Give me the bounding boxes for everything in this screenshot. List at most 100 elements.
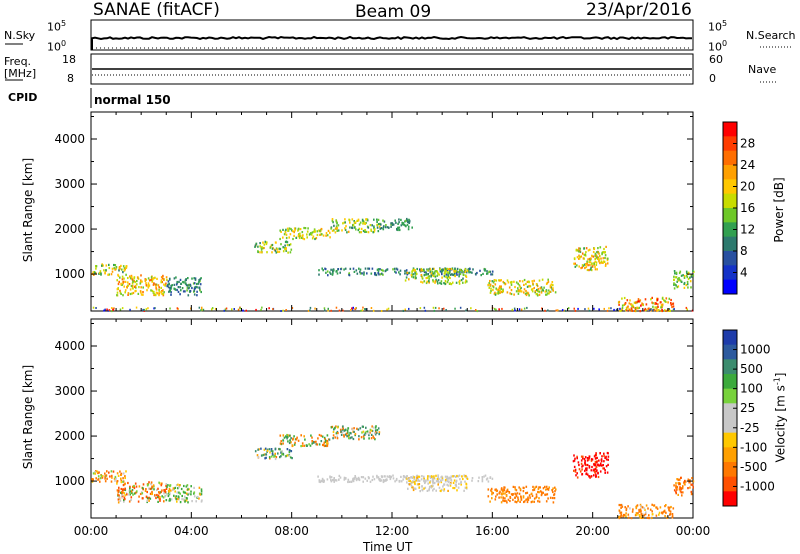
scatter-point [196, 290, 198, 293]
scatter-point [335, 306, 338, 309]
scatter-point [504, 282, 507, 285]
scatter-point [656, 297, 658, 300]
scatter-point [331, 218, 334, 221]
scatter-point [549, 284, 552, 287]
scatter-point [318, 480, 321, 483]
scatter-point [348, 480, 351, 483]
scatter-point [594, 457, 597, 460]
scatter-point [494, 283, 497, 286]
scatter-point [147, 282, 150, 285]
scatter-point [576, 249, 579, 252]
scatter-point [339, 476, 342, 479]
scatter-point [621, 308, 623, 311]
scatter-point [496, 493, 498, 496]
scatter-point [271, 247, 274, 250]
scatter-point [531, 288, 534, 291]
scatter-point [491, 280, 494, 283]
scatter-point [129, 487, 131, 490]
scatter-point [370, 229, 373, 232]
scatter-point [144, 278, 147, 281]
scatter-point [630, 517, 633, 520]
scatter-point [361, 218, 364, 221]
scatter-point [427, 482, 429, 485]
scatter-point [324, 309, 326, 312]
scatter-point [130, 496, 133, 499]
scatter-point [183, 281, 185, 284]
scatter-point [408, 271, 411, 274]
scatter-point [258, 448, 260, 451]
scatter-point [119, 308, 122, 311]
scatter-point [656, 507, 659, 510]
scatter-point [454, 307, 456, 310]
scatter-point [323, 479, 325, 482]
scatter-point [335, 225, 338, 228]
scatter-point [286, 454, 289, 457]
scatter-point [595, 254, 598, 257]
scatter-point [185, 278, 187, 281]
scatter-point [641, 302, 643, 305]
scatter-point [423, 269, 425, 272]
scatter-point [603, 452, 605, 455]
scatter-point [113, 307, 115, 310]
scatter-point [100, 272, 102, 275]
scatter-point [637, 512, 639, 515]
colorbar-segment [723, 432, 737, 448]
scatter-point [370, 433, 373, 436]
scatter-point [466, 280, 468, 283]
scatter-point [539, 286, 542, 290]
scatter-point [486, 270, 488, 273]
scatter-point [676, 286, 679, 289]
scatter-point [282, 228, 284, 231]
scatter-point [600, 460, 603, 463]
scatter-point [367, 231, 370, 234]
scatter-point [658, 513, 660, 516]
scatter-point [311, 436, 313, 439]
scatter-point [395, 479, 398, 482]
scatter-point [385, 479, 387, 482]
scatter-point [261, 306, 263, 309]
scatter-point [377, 272, 379, 275]
scatter-point [281, 453, 283, 456]
scatter-point [594, 464, 597, 467]
scatter-point [282, 236, 284, 239]
scatter-point [382, 479, 385, 482]
scatter-point [405, 477, 408, 480]
scatter-point [576, 476, 579, 479]
scatter-point [198, 486, 201, 489]
scatter-point [224, 308, 227, 311]
scatter-point [456, 270, 458, 273]
scatter-point [575, 474, 577, 477]
scatter-point [413, 481, 416, 484]
scatter-point [630, 303, 633, 306]
scatter-point [323, 441, 326, 444]
scatter-point [599, 470, 602, 473]
scatter-point [341, 431, 344, 434]
scatter-point [637, 307, 639, 310]
scatter-point [382, 219, 384, 222]
scatter-point [576, 264, 578, 267]
scatter-point [268, 448, 271, 451]
colorbar-segment [723, 330, 737, 346]
scatter-point [580, 455, 583, 458]
scatter-point [276, 250, 279, 253]
scatter-point [594, 460, 597, 463]
scatter-point [427, 475, 429, 478]
scatter-point [494, 488, 496, 491]
scatter-point [358, 478, 361, 482]
scatter-point [669, 510, 672, 513]
scatter-point [587, 307, 590, 310]
scatter-point [579, 470, 582, 473]
scatter-point [169, 492, 171, 495]
scatter-point [573, 262, 575, 265]
scatter-point [378, 431, 381, 434]
scatter-point [674, 276, 677, 279]
scatter-point [539, 486, 541, 489]
scatter-point [136, 283, 138, 286]
scatter-point [432, 279, 434, 282]
scatter-point [290, 248, 293, 251]
scatter-point [282, 246, 284, 249]
scatter-point [190, 493, 192, 496]
scatter-point [316, 233, 319, 237]
scatter-point [448, 476, 450, 479]
scatter-point [440, 489, 442, 493]
